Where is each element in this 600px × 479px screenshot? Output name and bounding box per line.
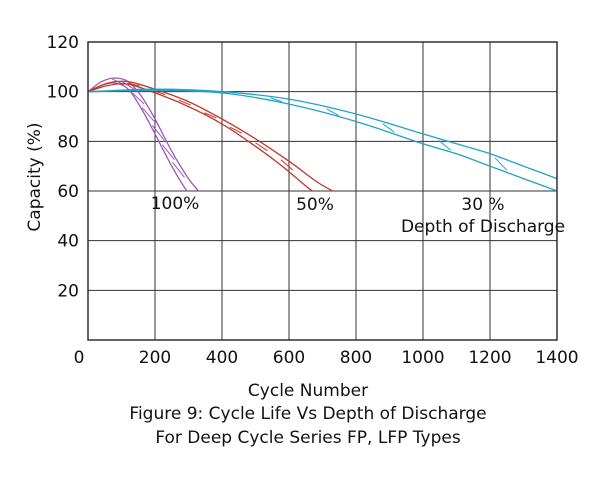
series-1-hatch-mark: [204, 112, 217, 119]
series-2-hatch-mark: [438, 139, 452, 151]
series-0-hatch-mark: [141, 107, 155, 122]
x-tick-label: 600: [273, 348, 305, 368]
y-tick-labels: 20 40 60 80 100 120: [47, 33, 79, 301]
series-2-hatch-mark: [270, 97, 283, 103]
label-100-percent: 100%: [151, 194, 200, 214]
x-tick-labels: 0 200 400 600 800 1000 1200 1400: [74, 348, 579, 368]
x-tick-label: 1400: [535, 348, 578, 368]
y-tick-label: 20: [57, 281, 79, 301]
series-1-hatch-mark: [178, 99, 191, 106]
x-tick-label: 1000: [401, 348, 444, 368]
label-50-percent: 50%: [296, 195, 334, 215]
y-axis-label: Capacity (%): [25, 122, 45, 231]
series-1-hatch-mark: [229, 126, 243, 134]
series-2-hatch-mark: [326, 108, 339, 116]
series-1-upper-curve: [87, 80, 333, 192]
series-0-hatch-mark: [131, 92, 145, 105]
y-tick-label: 120: [47, 33, 79, 53]
y-tick-label: 60: [57, 182, 79, 202]
x-tick-label: 1200: [468, 348, 511, 368]
y-tick-label: 100: [47, 83, 79, 103]
series-0-hatch-mark: [151, 125, 165, 141]
series-0-hatch-mark: [162, 144, 175, 161]
series-0-hatch-mark: [172, 161, 185, 178]
label-30-percent: 30 %: [461, 195, 504, 215]
label-depth-of-discharge: Depth of Discharge: [401, 217, 565, 237]
grid-lines: [88, 42, 557, 340]
x-tick-label: 800: [340, 348, 372, 368]
series-2-upper-curve: [87, 88, 558, 180]
x-tick-label: 0: [74, 348, 85, 368]
caption-line-1: Figure 9: Cycle Life Vs Depth of Dischar…: [129, 404, 486, 424]
caption-line-2: For Deep Cycle Series FP, LFP Types: [155, 428, 461, 448]
series-1-lower-curve: [87, 83, 313, 192]
series-0-hatch-mark: [121, 81, 135, 90]
series-0-upper-curve: [87, 77, 200, 192]
series-2-lower-curve: [87, 89, 558, 192]
curves: [87, 77, 558, 192]
series-1-hatch-mark: [127, 82, 140, 87]
series-2-hatch-mark: [382, 123, 395, 133]
plot-frame: [87, 41, 558, 341]
x-tick-label: 200: [139, 348, 171, 368]
series-1-hatch-mark: [280, 159, 294, 171]
series-2-hatch-mark: [214, 91, 227, 94]
series-2-hatch-mark: [494, 157, 508, 171]
y-tick-label: 80: [57, 132, 79, 152]
y-tick-label: 40: [57, 232, 79, 252]
series-1-hatch-mark: [153, 90, 166, 96]
x-tick-label: 400: [206, 348, 238, 368]
series-1-hatch-mark: [255, 142, 268, 152]
x-axis-label: Cycle Number: [248, 381, 368, 401]
series-2-hatch-mark: [158, 89, 171, 92]
